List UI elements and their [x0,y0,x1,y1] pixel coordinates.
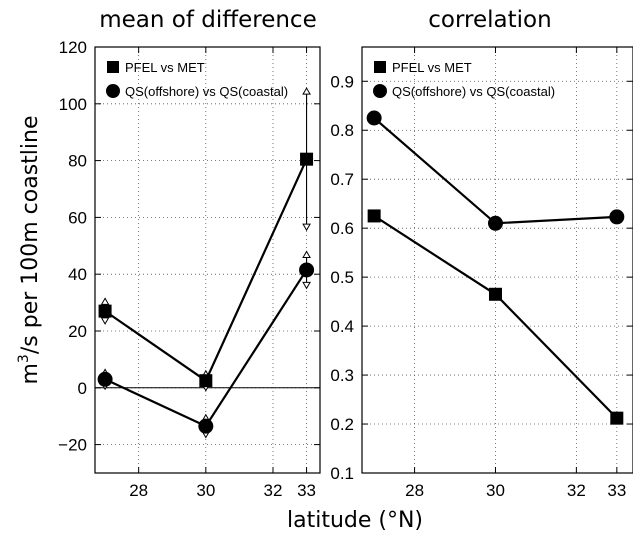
y-axis-label-base: m [18,363,43,384]
y-tick-label: 0.3 [330,366,354,385]
data-point-circle [97,371,113,387]
series-qs-offshore-vs-coastal [366,110,625,231]
legend-marker-circle [373,84,387,98]
x-tick-label: 30 [486,481,505,500]
error-arrow-down [302,281,311,290]
data-point-square [488,287,502,301]
y-tick-label: 0.4 [330,317,354,336]
y-tick-label: 80 [68,152,87,171]
y-tick-label: 0.5 [330,268,354,287]
plot-frame [94,46,321,474]
y-axis-label-superscript: 3 [16,354,32,363]
error-arrow-down [302,223,311,232]
series-pfel-vs-met [367,209,624,425]
panel-mean-of-difference: mean of difference 28 30 32 33 −20 0 20 40 60 80 10… [58,7,321,500]
x-tick-label: 33 [607,481,626,500]
error-arrow-up [302,87,311,95]
x-axis-label: latitude (°N) [287,508,423,533]
x-tick-label: 33 [297,481,316,500]
series-qs-offshore-vs-coastal [97,250,315,439]
legend-label: QS(offshore) vs QS(coastal) [392,84,555,99]
y-tick-label: 20 [68,322,87,341]
data-point-circle [299,262,315,278]
y-tick-label: 40 [68,265,87,284]
y-tick-label: −20 [58,436,87,455]
data-point-square [610,411,624,425]
legend-marker-square [107,61,119,73]
y-tick-label: 0.9 [330,72,354,91]
y-tick-label: 0.1 [330,464,354,483]
data-point-square [98,304,112,318]
y-axis-label: m3/s per 100m coastline [16,115,43,384]
plot-frame [361,46,633,474]
legend-marker-square [374,61,386,73]
x-tick-label: 32 [567,481,586,500]
legend-marker-circle [106,84,120,98]
error-arrow-up [302,250,311,258]
series-pfel-vs-met [98,87,314,392]
y-tick-label: 120 [59,38,87,57]
data-point-circle [609,209,625,225]
data-point-square [300,152,314,166]
y-tick-label: 60 [68,208,87,227]
series-line [104,269,308,428]
panel-correlation: correlation 28 30 32 33 0.1 0.2 0.3 0.4 0.5 0.6 0.7… [330,7,633,500]
panel-title: correlation [428,7,551,33]
data-point-square [367,209,381,223]
legend-label: PFEL vs MET [392,60,472,75]
x-tick-label: 28 [405,481,424,500]
data-point-circle [198,418,214,434]
y-tick-label: 0.2 [330,415,354,434]
x-tick-label: 32 [264,481,283,500]
x-tick-label: 30 [196,481,215,500]
y-tick-label: 100 [59,95,87,114]
y-tick-label: 0.7 [330,170,354,189]
y-tick-label: 0.6 [330,219,354,238]
data-point-circle [366,110,382,126]
legend: PFEL vs MET QS(offshore) vs QS(coastal) [373,60,555,99]
y-tick-label: 0.8 [330,121,354,140]
x-tick-label: 28 [129,481,148,500]
y-axis-label-rest: /s per 100m coastline [18,115,43,354]
y-tick-label: 0 [78,379,87,398]
error-arrow-down [100,317,110,325]
data-point-circle [487,215,503,231]
legend: PFEL vs MET QS(offshore) vs QS(coastal) [106,60,288,99]
error-arrow-up [100,297,110,305]
data-point-square [199,374,213,388]
panel-title: mean of difference [99,7,316,33]
legend-label: PFEL vs MET [125,60,205,75]
legend-label: QS(offshore) vs QS(coastal) [125,84,288,99]
